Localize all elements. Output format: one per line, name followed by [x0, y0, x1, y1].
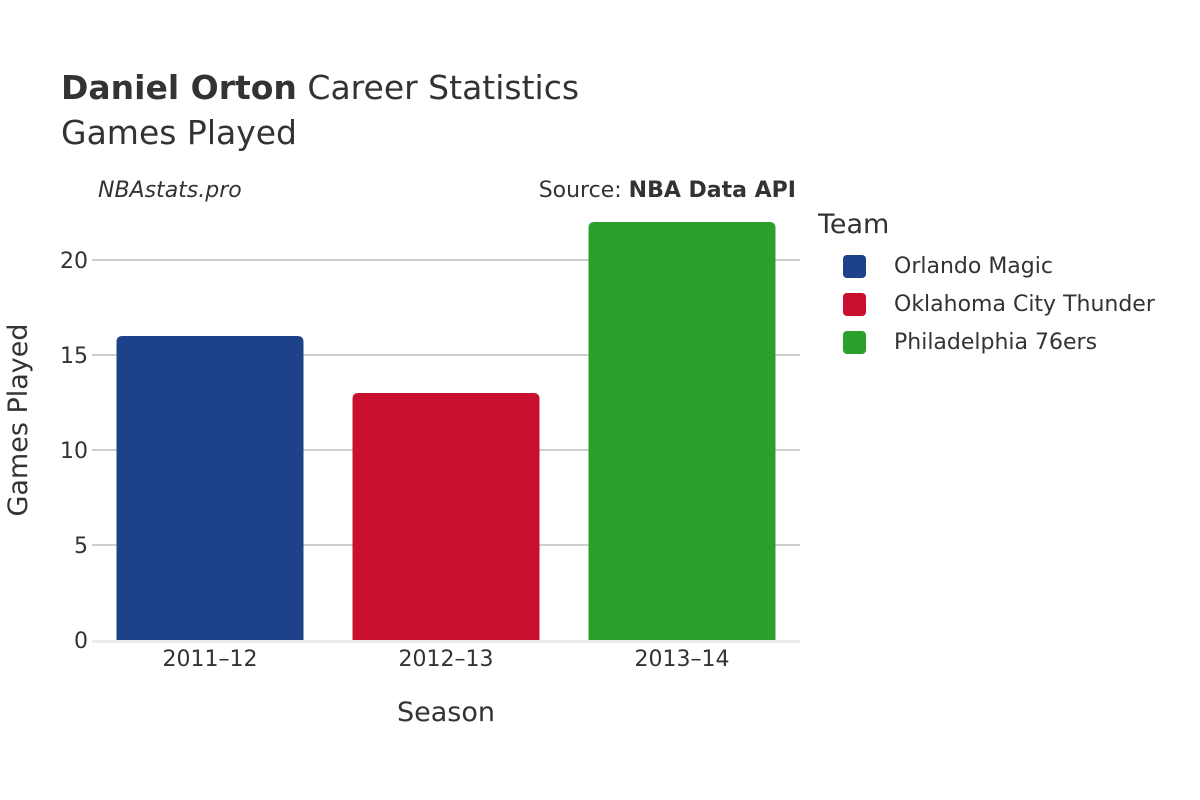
legend-item-philadelphia-76ers[interactable]: Philadelphia 76ers: [843, 329, 1098, 355]
x-tick-label: 2013–14: [635, 647, 730, 672]
bar-2011–12[interactable]: [116, 336, 304, 640]
legend-swatch: [843, 330, 866, 354]
source-name: NBA Data API: [628, 178, 796, 203]
legend-item-oklahoma-city-thunder[interactable]: Oklahoma City Thunder: [843, 291, 1155, 317]
source-prefix: Source:: [538, 178, 629, 203]
x-tick-label: 2012–13: [399, 647, 494, 672]
player-name: Daniel Orton: [61, 68, 297, 107]
site-credit: NBAstats.pro: [98, 178, 242, 203]
y-tick-label: 5: [74, 534, 88, 559]
y-tick-label: 20: [60, 249, 88, 274]
legend-label: Oklahoma City Thunder: [894, 291, 1155, 317]
y-tick-labels: 0 5 10 15 20: [60, 249, 88, 654]
chart-subtitle: Games Played: [61, 113, 297, 152]
legend-item-orlando-magic[interactable]: Orlando Magic: [843, 253, 1053, 279]
legend-title: Team: [818, 209, 890, 240]
y-tick-label: 10: [60, 439, 88, 464]
source-credit: Source: NBA Data API: [539, 178, 796, 203]
bar-2012–13[interactable]: [352, 393, 540, 640]
bars: [116, 222, 776, 640]
legend-swatch: [843, 254, 866, 278]
y-tick-label: 15: [60, 344, 88, 369]
title-rest: Career Statistics: [296, 68, 580, 107]
x-axis-label: Season: [397, 697, 495, 728]
legend-swatch: [843, 292, 866, 316]
legend-label: Philadelphia 76ers: [894, 329, 1098, 355]
x-tick-label: 2011–12: [163, 647, 258, 672]
chart-title: Daniel Orton Career Statistics: [61, 66, 579, 110]
y-tick-label: 0: [74, 629, 88, 654]
y-axis-label: Games Played: [3, 323, 34, 516]
legend-label: Orlando Magic: [894, 253, 1053, 279]
x-tick-labels: 2011–12 2012–13 2013–14: [163, 647, 730, 672]
bar-2013–14[interactable]: [588, 222, 776, 640]
